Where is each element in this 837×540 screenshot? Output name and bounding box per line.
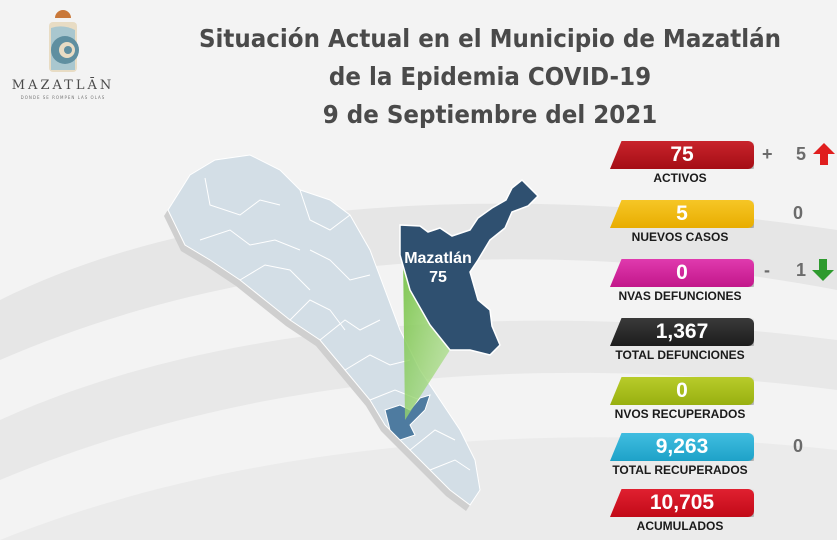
stat-label: ACUMULADOS <box>636 519 724 533</box>
delta-value-total-recuperados: 0 <box>793 436 804 456</box>
delta-sign-nvas-defunciones: - <box>764 260 770 280</box>
stat-value-pill: 0 <box>610 259 754 287</box>
stat-nvas-defunciones: 0 NVAS DEFUNCIONES <box>604 259 756 303</box>
arrow-up-icon <box>813 143 835 165</box>
delta-sign-activos: + <box>762 144 773 164</box>
stat-label: NVAS DEFUNCIONES <box>618 289 742 303</box>
stat-total-defunciones: 1,367 TOTAL DEFUNCIONES <box>604 318 756 362</box>
stat-value-pill: 10,705 <box>610 489 754 517</box>
arrow-down-icon <box>812 259 834 281</box>
stat-label: ACTIVOS <box>653 171 707 185</box>
map-municipality-value: 75 <box>429 269 447 286</box>
mazatlan-logo: MAZATLĀN DONDE SE ROMPEN LAS OLAS <box>8 8 118 118</box>
map-callout-label: Mazatlán 75 <box>393 249 483 287</box>
stat-value-pill: 0 <box>610 377 754 405</box>
page-title: Situación Actual en el Municipio de Maza… <box>177 20 803 134</box>
delta-value-activos: 5 <box>796 144 807 164</box>
logo-name: MAZATLĀN <box>11 78 115 93</box>
stat-nvos-recuperados: 0 NVOS RECUPERADOS <box>604 377 756 421</box>
stat-activos: 75 ACTIVOS <box>604 141 756 185</box>
stat-label: TOTAL DEFUNCIONES <box>615 348 745 362</box>
stat-value-pill: 1,367 <box>610 318 754 346</box>
title-line-3: 9 de Septiembre del 2021 <box>322 100 658 129</box>
title-line-2: de la Epidemia COVID-19 <box>328 62 652 91</box>
title-line-1: Situación Actual en el Municipio de Maza… <box>198 24 782 53</box>
stat-total-recuperados: 9,263 TOTAL RECUPERADOS <box>604 433 756 477</box>
wave-logo-icon <box>49 10 79 72</box>
map-municipality-name: Mazatlán <box>404 250 472 267</box>
stat-value-pill: 75 <box>610 141 754 169</box>
stat-label: NVOS RECUPERADOS <box>614 407 746 421</box>
sinaloa-map <box>164 154 540 511</box>
delta-value-nuevos-casos: 0 <box>793 203 804 223</box>
delta-value-nvas-defunciones: 1 <box>796 260 807 280</box>
stat-label: TOTAL RECUPERADOS <box>612 463 748 477</box>
mazatlan-municipality-enlarged <box>399 178 540 356</box>
stat-acumulados: 10,705 ACUMULADOS <box>604 489 756 533</box>
logo-tagline: DONDE SE ROMPEN LAS OLAS <box>20 95 106 100</box>
stat-label: NUEVOS CASOS <box>631 230 729 244</box>
stat-nuevos-casos: 5 NUEVOS CASOS <box>604 200 756 244</box>
stat-value-pill: 9,263 <box>610 433 754 461</box>
stat-value-pill: 5 <box>610 200 754 228</box>
